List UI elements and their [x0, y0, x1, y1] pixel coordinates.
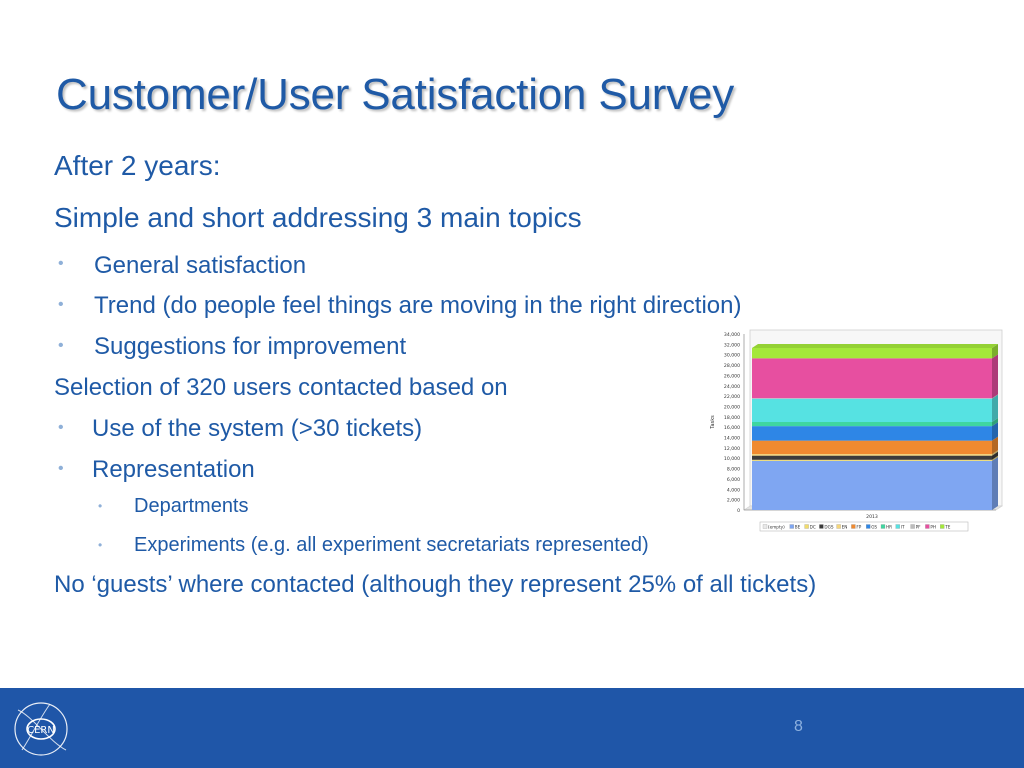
legend-swatch — [940, 524, 945, 529]
bullet-dot: • — [58, 419, 64, 436]
body-line-8: Representation — [92, 456, 255, 483]
bar-segment-ph — [752, 358, 992, 399]
bullet-dot: • — [58, 255, 64, 272]
legend-swatch — [819, 524, 824, 529]
bar-segment-pf — [752, 398, 992, 399]
bullet-dot: • — [58, 460, 64, 477]
bar-side-be — [992, 456, 998, 510]
body-line-5: Suggestions for improvement — [94, 333, 407, 360]
y-tick-label: 20,000 — [724, 404, 740, 410]
bullet-dot: • — [98, 499, 103, 513]
bar-side-hr — [992, 418, 998, 427]
bar-side-te — [992, 343, 998, 359]
bar-side-dgs — [992, 451, 998, 460]
y-tick-label: 30,000 — [724, 353, 740, 359]
legend-swatch — [866, 524, 871, 529]
bar-segment-fp — [752, 440, 992, 455]
svg-text:CERN: CERN — [27, 725, 55, 736]
bar-side-fp — [992, 436, 998, 455]
y-tick-label: 22,000 — [724, 394, 740, 400]
legend-label: GS — [871, 524, 877, 529]
bar-segment-te — [752, 347, 992, 359]
body-line-6: Selection of 320 users contacted based o… — [54, 374, 508, 401]
legend-label: FP — [856, 524, 861, 529]
legend-swatch — [836, 524, 841, 529]
bar-side-ph — [992, 354, 998, 399]
legend-swatch — [762, 524, 768, 529]
y-tick-label: 14,000 — [724, 436, 740, 442]
body-line-7: Use of the system (>30 tickets) — [92, 415, 423, 442]
bar-side-gs — [992, 422, 998, 441]
y-tick-label: 32,000 — [724, 342, 740, 348]
legend-swatch — [789, 524, 794, 529]
bar-segment-be — [752, 460, 992, 510]
footer-bar — [0, 688, 1024, 768]
y-tick-label: 2,000 — [727, 498, 740, 504]
body-line-2: Simple and short addressing 3 main topic… — [54, 202, 582, 233]
body-line-4: Trend (do people feel things are moving … — [94, 292, 742, 319]
y-axis-label: Tasks — [710, 415, 716, 430]
body-line-11: No ‘guests’ where contacted (although th… — [54, 571, 817, 598]
legend-label: DGS — [824, 524, 833, 529]
bar-segment-gs — [752, 426, 992, 441]
y-tick-label: 18,000 — [724, 415, 740, 421]
bar-segment-dc — [752, 459, 992, 461]
bar-segment-en — [752, 454, 992, 456]
stacked-bar-chart: 0 2,000 4,000 6,000 8,000 10,000 12,000 14,000 1… — [698, 322, 1020, 536]
legend-label: HR — [886, 524, 892, 529]
bar-segment-it — [752, 398, 992, 422]
legend-label: BE — [795, 524, 801, 529]
bar-side-it — [992, 394, 998, 422]
x-tick-label: 2013 — [866, 514, 878, 520]
legend-swatch — [880, 524, 886, 529]
legend-swatch — [851, 524, 856, 529]
legend-label: DC — [810, 524, 816, 529]
y-tick-label: 8,000 — [727, 467, 740, 473]
body-line-3: General satisfaction — [94, 252, 307, 279]
legend-label: EN — [842, 524, 848, 529]
bar-side-dc — [992, 455, 998, 461]
y-tick-label: 10,000 — [724, 456, 740, 462]
y-tick-label: 26,000 — [724, 373, 740, 379]
body-line-9: Departments — [134, 495, 249, 517]
y-tick-label: 16,000 — [724, 425, 740, 431]
page-number: 8 — [794, 718, 803, 735]
legend-swatch — [804, 524, 809, 529]
body-line-1: After 2 years: — [54, 150, 221, 181]
y-tick-label: 12,000 — [724, 446, 740, 452]
bullet-dot: • — [58, 337, 64, 354]
y-tick-label: 34,000 — [724, 332, 740, 338]
y-tick-label: 28,000 — [724, 363, 740, 369]
y-tick-label: 24,000 — [724, 384, 740, 390]
legend-swatch — [925, 524, 930, 529]
bar-segment-hr — [752, 422, 992, 427]
slide-title: Customer/User Satisfaction Survey — [56, 70, 735, 119]
y-tick-label: 0 — [737, 508, 740, 514]
bar-top-face — [752, 343, 998, 348]
cern-logo-icon: CERN — [14, 702, 68, 756]
y-tick-label: 6,000 — [727, 477, 740, 483]
bullet-dot: • — [58, 296, 64, 313]
legend-swatch — [910, 524, 915, 529]
bullet-dot: • — [98, 538, 103, 552]
bar-side-en — [992, 450, 998, 456]
legend-label: TE — [944, 524, 951, 529]
legend-box — [759, 521, 969, 532]
legend-label: (empty) — [768, 524, 785, 529]
bar-segment-dgs — [752, 455, 992, 460]
legend-label: PH — [930, 524, 936, 529]
legend-swatch — [895, 524, 900, 529]
body-line-10: Experiments (e.g. all experiment secreta… — [134, 534, 649, 556]
chart-canvas: 0 2,000 4,000 6,000 8,000 10,000 12,000 14,000 1… — [710, 329, 1003, 532]
legend-label: PF — [916, 524, 922, 529]
bar-side-pf — [992, 394, 998, 399]
legend-label: IT — [901, 524, 905, 529]
y-tick-label: 4,000 — [727, 487, 740, 493]
